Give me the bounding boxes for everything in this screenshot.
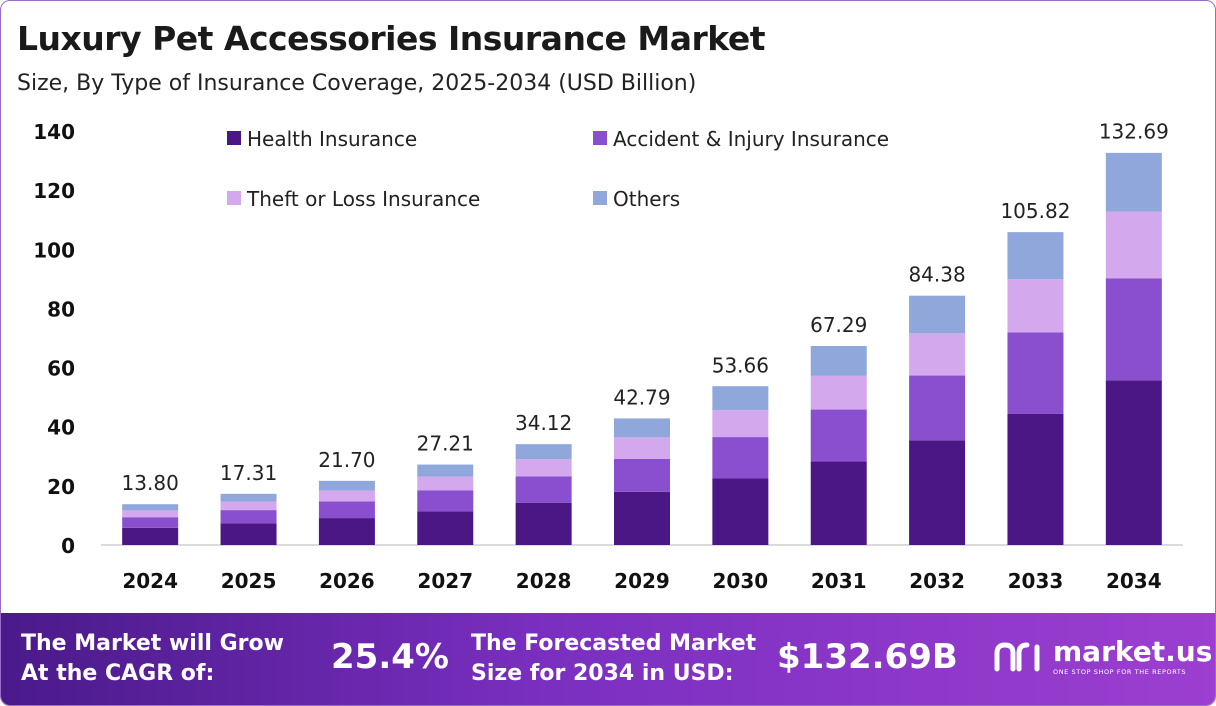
cagr-label-line2: At the CAGR of: (21, 661, 215, 686)
legend-swatch (593, 191, 607, 205)
legend-swatch (227, 131, 241, 145)
bar-segment-accident-injury-insurance (614, 458, 670, 492)
y-tick-label: 120 (33, 179, 75, 203)
bar-segment-health-insurance (417, 511, 474, 545)
bar-segment-theft-or-loss-insurance (318, 490, 375, 502)
bar-total-label: 34.12 (515, 411, 572, 435)
bar-total-label: 84.38 (908, 262, 965, 286)
bar-segment-accident-injury-insurance (318, 501, 375, 519)
bar-segment-health-insurance (614, 491, 670, 545)
bar-total-label: 105.82 (1000, 199, 1070, 223)
x-tick-label: 2031 (811, 569, 867, 593)
cagr-label: The Market will Grow At the CAGR of: (21, 629, 284, 689)
bar-segment-others (122, 504, 179, 511)
y-tick-label: 140 (33, 120, 75, 144)
bar-segment-theft-or-loss-insurance (1007, 279, 1064, 333)
legend-swatch (227, 191, 241, 205)
brand-logo: market.us ONE STOP SHOP FOR THE REPORTS (993, 637, 1212, 677)
bar-segment-health-insurance (1105, 380, 1162, 545)
bar-segment-health-insurance (712, 478, 769, 545)
cagr-label-line1: The Market will Grow (21, 631, 284, 656)
bar-segment-others (1105, 152, 1162, 212)
stacked-bar-chart: 0 20 40 60 80 100 120 140 13.80 2024 17.31 2025 21.7… (33, 120, 1183, 593)
x-tick-label: 2034 (1106, 569, 1162, 593)
bar-segment-theft-or-loss-insurance (712, 410, 769, 438)
bar-segment-others (417, 464, 474, 477)
legend-label: Health Insurance (247, 127, 417, 151)
cagr-value: 25.4% (331, 637, 449, 677)
bar-segment-theft-or-loss-insurance (515, 459, 572, 477)
bar-segment-accident-injury-insurance (810, 409, 867, 462)
bar-segment-others (318, 480, 375, 491)
bar-segment-accident-injury-insurance (417, 490, 474, 512)
x-tick-label: 2030 (713, 569, 769, 593)
bar-segment-health-insurance (909, 440, 966, 545)
bar-segment-health-insurance (810, 461, 867, 545)
chart-subtitle: Size, By Type of Insurance Coverage, 202… (17, 71, 697, 96)
bar-segment-accident-injury-insurance (122, 517, 179, 528)
bar-total-label: 17.31 (220, 461, 277, 485)
bar-segment-health-insurance (318, 518, 375, 545)
bar-total-label: 67.29 (810, 313, 867, 337)
legend-label: Accident & Injury Insurance (613, 127, 889, 151)
forecast-value: $132.69B (777, 637, 958, 677)
bar-total-label: 42.79 (613, 385, 670, 409)
bar-segment-others (909, 295, 966, 334)
bar-segment-others (614, 418, 670, 438)
bar-segment-health-insurance (515, 502, 572, 545)
bar-segment-others (810, 345, 867, 376)
bar-total-label: 27.21 (417, 432, 474, 456)
bar-total-label: 53.66 (712, 353, 769, 377)
bar-segment-health-insurance (220, 523, 277, 545)
bar-segment-theft-or-loss-insurance (810, 375, 867, 410)
brand-tagline: ONE STOP SHOP FOR THE REPORTS (1053, 668, 1187, 676)
forecast-label: The Forecasted Market Size for 2034 in U… (471, 629, 756, 689)
y-tick-label: 80 (47, 297, 75, 321)
bar-segment-accident-injury-insurance (515, 476, 572, 503)
bar-segment-health-insurance (1007, 413, 1064, 545)
chart-title: Luxury Pet Accessories Insurance Market (17, 19, 765, 58)
x-tick-label: 2028 (516, 569, 572, 593)
y-tick-label: 100 (33, 238, 75, 262)
bar-total-label: 13.80 (122, 471, 179, 495)
x-tick-label: 2026 (319, 569, 375, 593)
forecast-label-line1: The Forecasted Market (471, 631, 757, 656)
bar-total-label: 21.70 (318, 448, 375, 472)
y-tick-label: 40 (47, 416, 75, 440)
x-tick-label: 2032 (909, 569, 965, 593)
x-tick-label: 2033 (1008, 569, 1064, 593)
y-tick-label: 20 (47, 475, 75, 499)
bar-segment-others (220, 493, 277, 502)
legend-label: Theft or Loss Insurance (246, 187, 480, 211)
bar-segment-theft-or-loss-insurance (417, 476, 474, 491)
x-tick-label: 2025 (221, 569, 277, 593)
bar-segment-others (1007, 232, 1064, 280)
bar-segment-theft-or-loss-insurance (909, 333, 966, 376)
x-tick-label: 2024 (122, 569, 178, 593)
summary-footer: The Market will Grow At the CAGR of: 25.… (1, 613, 1215, 705)
legend-label: Others (613, 187, 680, 211)
forecast-label-line2: Size for 2034 in USD: (471, 661, 734, 686)
bar-segment-accident-injury-insurance (712, 437, 769, 479)
bar-segment-theft-or-loss-insurance (614, 437, 670, 459)
bar-segment-accident-injury-insurance (220, 510, 277, 524)
bar-segment-accident-injury-insurance (1007, 332, 1064, 414)
bar-segment-theft-or-loss-insurance (122, 510, 179, 518)
brand-name: market.us (1053, 635, 1213, 668)
bar-segment-others (712, 386, 769, 411)
market-us-logo-icon (994, 642, 1040, 672)
bar-segment-accident-injury-insurance (909, 375, 966, 441)
x-tick-label: 2027 (417, 569, 473, 593)
x-tick-label: 2029 (614, 569, 670, 593)
bar-segment-theft-or-loss-insurance (220, 501, 277, 511)
y-tick-label: 0 (61, 534, 75, 558)
bar-segment-health-insurance (122, 527, 179, 545)
y-tick-label: 60 (47, 357, 75, 381)
legend-swatch (593, 131, 607, 145)
bar-total-label: 132.69 (1099, 120, 1169, 144)
bar-segment-others (515, 444, 572, 460)
bar-segment-accident-injury-insurance (1105, 278, 1162, 381)
bar-segment-theft-or-loss-insurance (1105, 211, 1162, 279)
